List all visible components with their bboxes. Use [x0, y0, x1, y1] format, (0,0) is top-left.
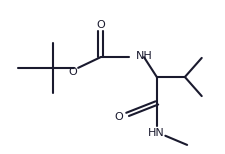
Text: O: O — [114, 112, 123, 122]
Text: HN: HN — [147, 128, 164, 138]
Text: O: O — [96, 20, 105, 30]
Text: O: O — [68, 67, 77, 77]
Text: NH: NH — [135, 51, 152, 61]
